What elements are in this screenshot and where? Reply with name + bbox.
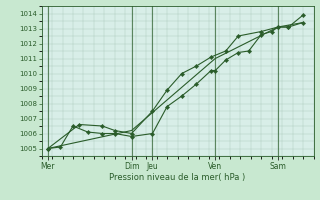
X-axis label: Pression niveau de la mer( hPa ): Pression niveau de la mer( hPa ) — [109, 173, 246, 182]
